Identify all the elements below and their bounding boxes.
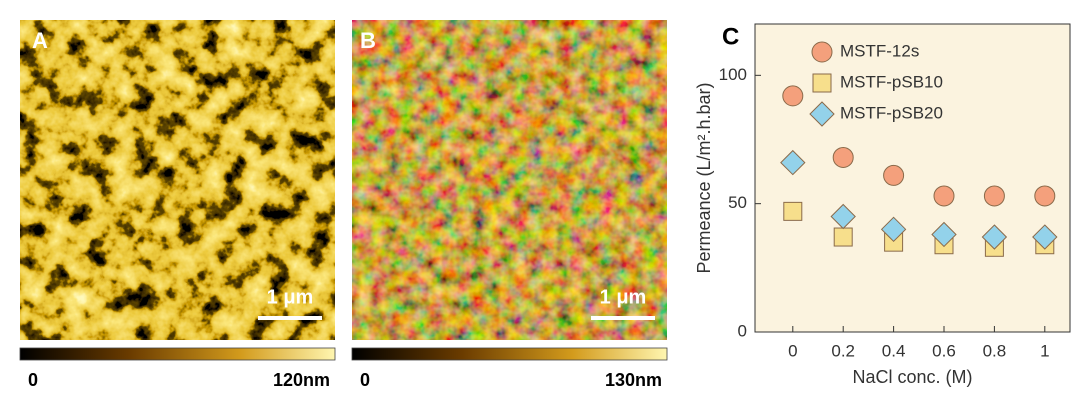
colorbar-max: 120nm bbox=[273, 370, 330, 390]
x-tick-label: 0.6 bbox=[932, 341, 956, 360]
x-tick-label: 0 bbox=[788, 341, 797, 360]
panel-b: B 1 μm 0 130nm bbox=[351, 20, 668, 390]
data-point bbox=[983, 185, 1005, 207]
colorbar-min: 0 bbox=[28, 370, 38, 390]
y-tick-label: 100 bbox=[719, 65, 747, 84]
y-tick-label: 0 bbox=[738, 321, 747, 340]
panel-c: C 0 50 100 0 0.2 0.4 0.6 0.8 1 NaCl conc. (M) Perm… bbox=[694, 23, 1071, 387]
data-point bbox=[783, 201, 803, 221]
scalebar-label: 1 μm bbox=[267, 286, 314, 308]
plot-background bbox=[754, 23, 1071, 333]
data-point bbox=[1032, 224, 1058, 250]
data-point bbox=[883, 164, 905, 186]
data-point bbox=[880, 216, 907, 243]
legend-marker bbox=[809, 101, 835, 127]
colorbar bbox=[351, 347, 668, 361]
panel-label: C bbox=[722, 23, 739, 50]
data-point bbox=[830, 203, 856, 230]
scalebar-label: 1 μm bbox=[600, 286, 647, 308]
legend-label: MSTF-pSB10 bbox=[840, 72, 943, 91]
panel-label: B bbox=[360, 28, 376, 53]
data-point bbox=[1034, 185, 1056, 207]
legend-label: MSTF-12s bbox=[840, 41, 919, 60]
afm-image bbox=[352, 20, 667, 340]
x-axis-label: NaCl conc. (M) bbox=[852, 367, 972, 387]
colorbar bbox=[19, 347, 336, 361]
x-tick-label: 1 bbox=[1040, 341, 1049, 360]
afm-image bbox=[20, 20, 335, 340]
y-tick-label: 50 bbox=[728, 193, 747, 212]
data-point bbox=[981, 224, 1008, 250]
x-tick-label: 0.2 bbox=[831, 341, 855, 360]
colorbar-max: 130nm bbox=[605, 370, 662, 390]
data-point bbox=[931, 221, 957, 248]
data-point bbox=[782, 85, 804, 107]
legend-marker bbox=[811, 41, 833, 63]
legend-label: MSTF-pSB20 bbox=[840, 103, 943, 122]
legend-marker bbox=[812, 73, 832, 93]
x-tick-label: 0.4 bbox=[882, 341, 906, 360]
colorbar-min: 0 bbox=[360, 370, 370, 390]
data-point bbox=[933, 185, 955, 207]
data-point bbox=[780, 149, 806, 176]
panel-a: A 1 μm 0 120nm bbox=[19, 20, 336, 390]
panel-label: A bbox=[32, 28, 48, 53]
x-tick-label: 0.8 bbox=[983, 341, 1007, 360]
y-axis-label: Permeance (L/m².h.bar) bbox=[694, 82, 714, 273]
data-point bbox=[832, 146, 854, 168]
data-point bbox=[833, 227, 853, 247]
